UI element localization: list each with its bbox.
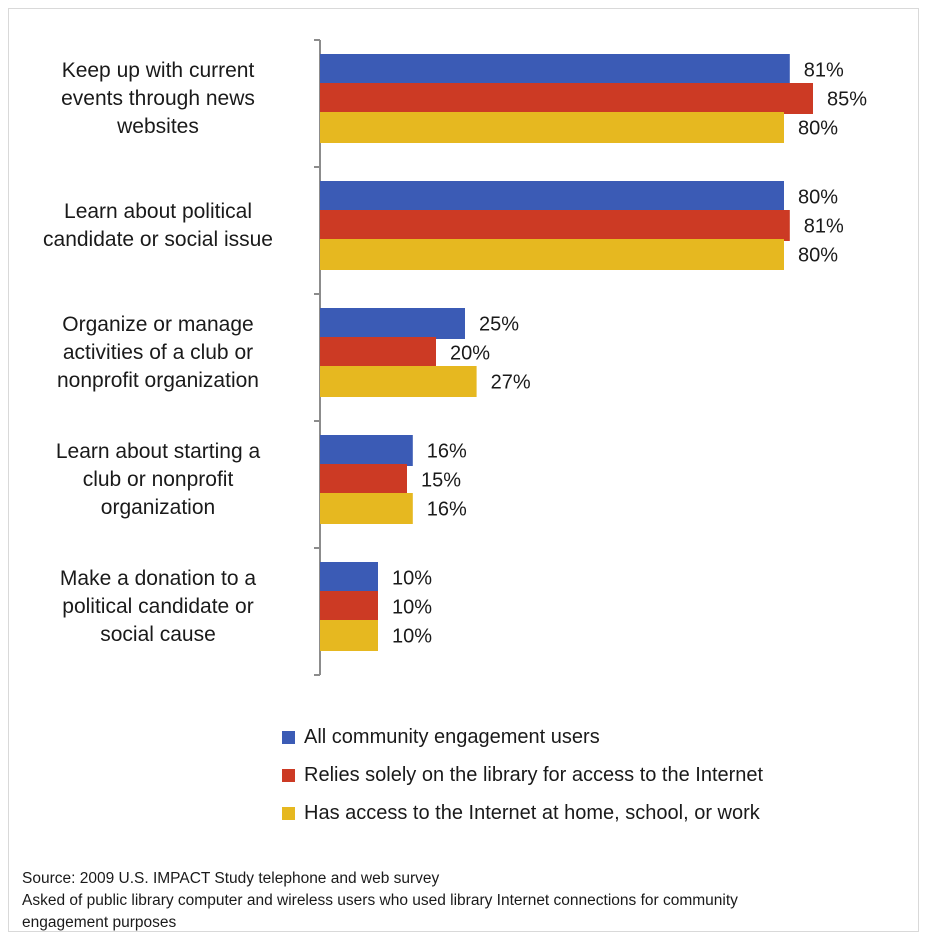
category-label: Organize or manage activities of a club o… [8,311,308,395]
chart-frame [8,8,919,932]
bar [320,493,413,524]
data-label: 80% [798,118,838,140]
legend-label: Has access to the Internet at home, scho… [304,802,760,824]
legend-item: Relies solely on the library for access … [282,756,763,794]
source-line-2: Asked of public library computer and wir… [22,892,738,909]
legend-swatch [282,730,295,744]
category-label-line: social cause [100,622,216,646]
data-label: 16% [427,441,467,463]
data-label: 27% [491,372,531,394]
source-note: Source: 2009 U.S. IMPACT Study telephone… [22,868,922,934]
bar [320,210,790,241]
category-label-line: club or nonprofit [82,467,234,491]
bar [320,181,784,212]
category-label-line: activities of a club or [62,340,254,364]
bar [320,337,436,368]
bar [320,83,813,114]
legend-label: Relies solely on the library for access … [304,764,764,786]
data-label: 15% [421,470,461,492]
legend-swatch [282,768,295,782]
bar [320,591,378,622]
bar [320,464,407,495]
data-label: 85% [827,89,867,111]
bar [320,239,784,270]
bar [320,620,378,651]
data-label: 10% [392,597,432,619]
category-label-line: websites [117,114,199,138]
category-label-line: Learn about political [64,199,252,223]
category-label-line: candidate or social issue [43,227,273,251]
bar-chart: 81% 85% 80% 80% 81% 80% 25% 20%27% 16% 15% 16% 10% 1… [314,39,867,676]
data-label: 10% [392,568,432,590]
category-label: Learn about political candidate or social… [8,198,308,254]
bar [320,562,378,593]
category-label: Learn about starting a club or nonprofit o… [8,438,308,522]
legend-swatch [282,806,295,820]
bar [320,308,465,339]
bar [320,366,477,397]
data-label: 20% [450,343,490,365]
source-line-3: engagement purposes [22,914,177,931]
category-label-line: political candidate or [62,594,254,618]
category-label: Keep up with current events through news w… [8,57,308,141]
bar [320,112,784,143]
data-label: 16% [427,499,467,521]
legend-label: All community engagement users [304,726,600,748]
data-label: 81% [804,216,844,238]
bar [320,54,790,85]
legend-item: All community engagement users [282,718,763,756]
data-label: 81% [804,60,844,82]
bar [320,435,413,466]
category-label-line: organization [100,495,216,519]
category-label-line: events through news [61,86,255,110]
data-label: 10% [392,626,432,648]
data-label: 80% [798,187,838,209]
data-label: 25% [479,314,519,336]
legend-item: Has access to the Internet at home, scho… [282,794,763,832]
category-label-line: Learn about starting a [55,439,261,463]
category-label-line: Make a donation to a [59,566,257,590]
category-label-line: nonprofit organization [57,368,259,392]
category-label-line: Organize or manage [62,312,254,336]
category-label-line: Keep up with current [61,58,255,82]
data-label: 80% [798,245,838,267]
legend: All community engagement users Relies sol… [282,718,763,832]
category-label: Make a donation to a political candidate … [8,565,308,649]
source-line-1: Source: 2009 U.S. IMPACT Study telephone… [22,870,440,887]
